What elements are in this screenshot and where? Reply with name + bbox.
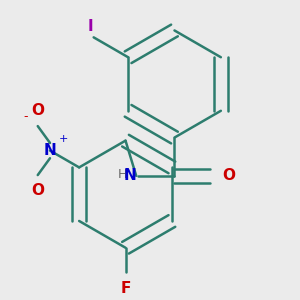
Text: N: N — [124, 168, 136, 183]
Text: O: O — [31, 183, 44, 198]
Text: I: I — [88, 19, 93, 34]
Text: O: O — [222, 168, 235, 183]
Text: O: O — [31, 103, 44, 118]
Text: H: H — [118, 168, 127, 181]
Text: F: F — [120, 281, 131, 296]
Text: -: - — [24, 110, 28, 123]
Text: +: + — [58, 134, 68, 144]
Text: N: N — [44, 143, 56, 158]
